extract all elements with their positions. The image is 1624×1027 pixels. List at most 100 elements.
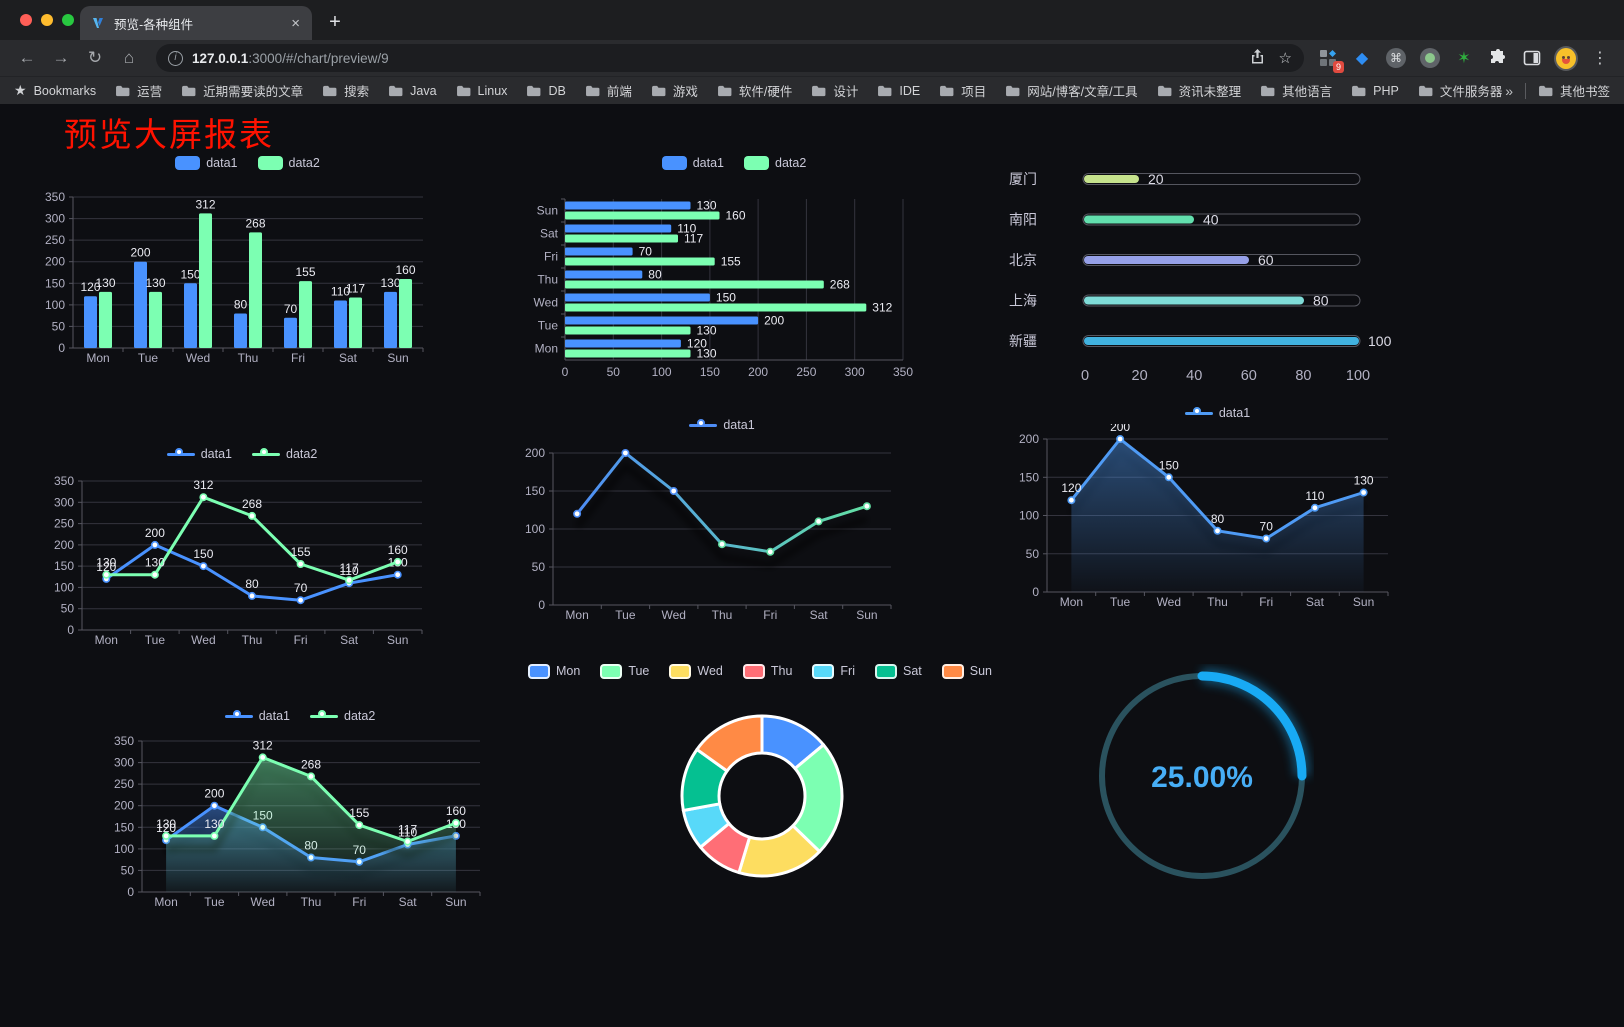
extensions-puzzle-icon[interactable] xyxy=(1486,46,1510,70)
legend-item[interactable]: data1 xyxy=(661,156,724,170)
svg-text:200: 200 xyxy=(1110,424,1130,434)
legend-item[interactable]: Sun xyxy=(941,663,992,679)
svg-text:Sat: Sat xyxy=(339,351,358,365)
forward-icon[interactable]: → xyxy=(52,48,70,67)
legend-item[interactable]: data1 xyxy=(1184,406,1250,420)
bookmark-folder[interactable]: 设计 xyxy=(811,81,858,100)
legend-item[interactable]: data2 xyxy=(310,709,375,723)
svg-text:70: 70 xyxy=(284,302,298,316)
svg-text:70: 70 xyxy=(1260,520,1274,534)
minimize-window-button[interactable] xyxy=(41,14,53,26)
bookmark-folder[interactable]: 游戏 xyxy=(651,81,698,100)
bookmarks-label-item[interactable]: ★ Bookmarks xyxy=(14,82,96,99)
extension-command-icon[interactable]: ⌘ xyxy=(1384,46,1408,70)
legend-line-marker xyxy=(224,710,253,722)
legend-item[interactable]: data1 xyxy=(224,709,290,723)
legend-item[interactable]: Fri xyxy=(812,663,855,679)
legend-item[interactable]: data1 xyxy=(689,418,755,432)
url-text[interactable]: 127.0.0.1:3000/#/chart/preview/9 xyxy=(192,51,1236,66)
tab-close-icon[interactable]: × xyxy=(291,14,300,32)
bookmarks-overflow-chevron[interactable]: » xyxy=(1505,82,1513,99)
svg-text:0: 0 xyxy=(538,598,545,612)
svg-text:350: 350 xyxy=(45,190,65,204)
bookmarks-divider xyxy=(1524,82,1526,99)
side-panel-icon[interactable] xyxy=(1520,46,1544,70)
back-icon[interactable]: ← xyxy=(18,48,36,67)
extension-gem-icon[interactable]: ◆ xyxy=(1355,50,1369,67)
chart-canvas: 0 50 100 150 200 Mon Tue Wed Thu Fri Sat Sun xyxy=(525,446,892,622)
svg-text:120: 120 xyxy=(80,280,100,294)
bookmark-folder-label: 近期需要读的文章 xyxy=(203,85,304,99)
extension-tampermonkey-icon[interactable]: 9 xyxy=(1316,46,1344,73)
svg-text:150: 150 xyxy=(1159,458,1179,472)
svg-text:120: 120 xyxy=(1061,481,1081,495)
new-tab-button[interactable]: + xyxy=(329,11,341,33)
legend-item[interactable]: Thu xyxy=(742,663,792,679)
svg-text:150: 150 xyxy=(180,267,200,281)
bookmark-folder[interactable]: Linux xyxy=(456,84,507,98)
bookmark-folder[interactable]: Java xyxy=(388,83,437,98)
svg-text:Sun: Sun xyxy=(856,608,877,622)
bookmark-folder[interactable]: IDE xyxy=(877,84,920,98)
profile-avatar[interactable] xyxy=(1554,45,1578,71)
folder-icon xyxy=(1157,85,1172,96)
menu-kebab-icon[interactable]: ⋮ xyxy=(1592,50,1608,67)
reload-icon[interactable]: ↻ xyxy=(87,48,103,67)
legend-swatch xyxy=(669,663,692,679)
bookmark-folder[interactable]: DB xyxy=(526,84,566,98)
bookmark-folder[interactable]: 运营 xyxy=(115,81,162,100)
chart-canvas: 0 50 100 150 200 250 300 350 Mon Tue Wed Thu Fri Sat S… xyxy=(45,190,424,365)
bookmark-folder[interactable]: 搜索 xyxy=(322,81,369,100)
bookmark-folder[interactable]: 资讯未整理 xyxy=(1157,81,1242,100)
legend-item[interactable]: data1 xyxy=(175,156,238,170)
maximize-window-button[interactable] xyxy=(62,14,74,26)
browser-tab[interactable]: 预览-各种组件 × xyxy=(80,6,312,40)
svg-text:Fri: Fri xyxy=(1259,595,1273,609)
svg-text:40: 40 xyxy=(1203,212,1219,228)
legend-item[interactable]: Mon xyxy=(527,663,580,679)
svg-text:250: 250 xyxy=(796,365,816,379)
legend-swatch xyxy=(527,663,550,679)
close-window-button[interactable] xyxy=(20,14,32,26)
svg-text:120: 120 xyxy=(687,337,707,351)
legend-item[interactable]: Wed xyxy=(669,663,723,679)
bookmark-folder-label: Java xyxy=(410,83,437,98)
extension-green-star-icon[interactable]: ✶ xyxy=(1457,50,1471,67)
bookmark-folder[interactable]: 其他语言 xyxy=(1260,81,1332,100)
bookmarks-bar: ★ Bookmarks 运营 近期需要读的文章 搜索 Java Linux DB 前端 游戏 软… xyxy=(0,76,1624,104)
legend-item[interactable]: Sat xyxy=(875,663,922,679)
legend-item[interactable]: data1 xyxy=(166,447,232,461)
legend-label: data1 xyxy=(692,156,724,170)
folder-icon xyxy=(878,85,892,96)
bookmark-folder[interactable]: 软件/硬件 xyxy=(717,81,792,100)
svg-text:Mon: Mon xyxy=(565,608,588,622)
bookmark-folder-label: IDE xyxy=(899,83,921,98)
bookmark-folder[interactable]: 前端 xyxy=(585,81,632,100)
legend-item[interactable]: Tue xyxy=(600,663,649,679)
legend-item[interactable]: data2 xyxy=(257,156,320,170)
bookmark-folder[interactable]: PHP xyxy=(1351,84,1399,98)
bookmark-folder[interactable]: 项目 xyxy=(939,81,986,100)
bookmark-folder[interactable]: 文件服务器 xyxy=(1418,81,1502,100)
svg-text:120: 120 xyxy=(96,560,116,574)
legend-swatch xyxy=(175,156,201,170)
bookmark-folder-label: 资讯未整理 xyxy=(1178,85,1242,99)
other-bookmarks[interactable]: 其他书签 xyxy=(1538,81,1610,100)
svg-text:200: 200 xyxy=(54,538,74,552)
svg-text:130: 130 xyxy=(380,276,400,290)
svg-text:155: 155 xyxy=(349,806,369,820)
star-icon: ★ xyxy=(14,82,27,98)
home-icon[interactable]: ⌂ xyxy=(123,48,135,67)
legend-item[interactable]: data2 xyxy=(252,447,317,461)
bookmark-folder[interactable]: 网站/博客/文章/工具 xyxy=(1005,81,1138,100)
bookmark-folder[interactable]: 近期需要读的文章 xyxy=(181,81,303,100)
bookmark-star-icon[interactable]: ☆ xyxy=(1278,50,1292,67)
extension-record-icon[interactable] xyxy=(1418,46,1442,70)
svg-text:200: 200 xyxy=(525,446,545,460)
svg-text:200: 200 xyxy=(114,799,134,813)
site-info-icon[interactable]: i xyxy=(168,50,183,66)
legend-item[interactable]: data2 xyxy=(744,156,806,170)
share-icon[interactable] xyxy=(1250,48,1265,68)
address-bar[interactable]: i 127.0.0.1:3000/#/chart/preview/9 ☆ xyxy=(156,44,1304,72)
svg-text:Tue: Tue xyxy=(538,319,559,333)
